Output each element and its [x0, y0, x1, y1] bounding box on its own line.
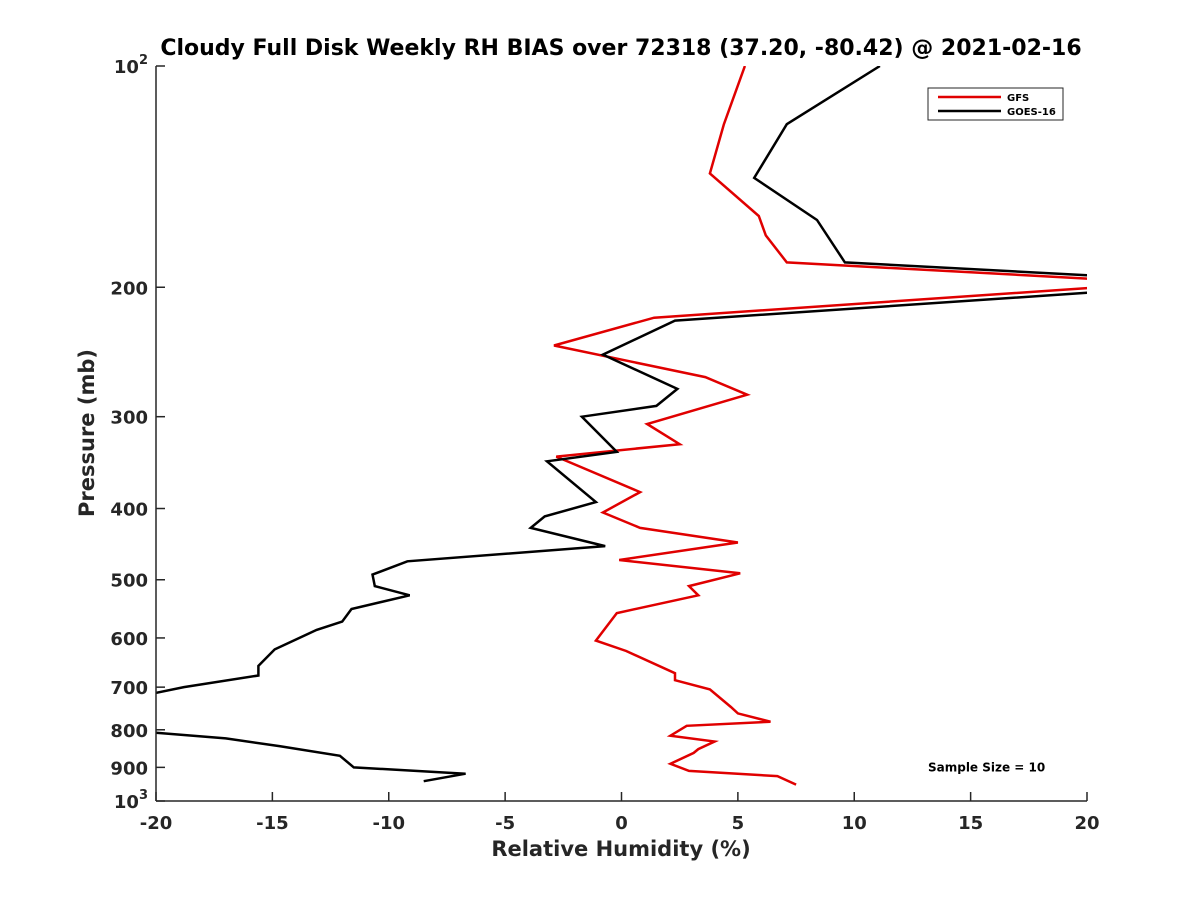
legend: GFS GOES-16 — [927, 87, 1064, 121]
y-tick-base: 10 — [114, 792, 139, 813]
y-tick-label: 600 — [110, 629, 148, 650]
x-tick-label: -5 — [495, 813, 515, 834]
x-tick-label: 10 — [842, 813, 867, 834]
x-tick-label: 20 — [1074, 813, 1099, 834]
y-tick-exponent: 3 — [139, 788, 148, 803]
y-tick-exponent: 2 — [139, 53, 148, 68]
series-line-gfs — [553, 66, 1087, 786]
x-ticks: -20 -15 -10 -5 0 5 10 15 20 — [140, 792, 1100, 834]
x-tick-label: -20 — [140, 813, 173, 834]
y-axis-label: Pressure (mb) — [75, 349, 99, 517]
y-tick-label: 800 — [110, 721, 148, 742]
legend-label-gfs: GFS — [1007, 93, 1029, 104]
y-tick-label: 500 — [110, 571, 148, 592]
chart-title: Cloudy Full Disk Weekly RH BIAS over 723… — [160, 36, 1081, 61]
y-tick-label: 900 — [110, 758, 148, 779]
legend-label-goes16: GOES-16 — [1007, 107, 1056, 118]
y-tick-base: 10 — [114, 57, 139, 78]
y-tick-label: 102 — [114, 53, 148, 78]
sample-size-annotation: Sample Size = 10 — [928, 760, 1045, 774]
y-tick-label: 200 — [110, 278, 148, 299]
legend-box — [927, 87, 1064, 121]
series-line-goes16 — [156, 66, 1087, 783]
y-tick-label: 103 — [114, 788, 148, 813]
x-tick-label: 0 — [615, 813, 628, 834]
x-tick-label: -15 — [256, 813, 289, 834]
x-tick-label: 15 — [958, 813, 983, 834]
x-tick-label: -10 — [372, 813, 405, 834]
x-axis-label: Relative Humidity (%) — [491, 837, 750, 861]
y-tick-label: 300 — [110, 408, 148, 429]
series-layer — [156, 66, 1087, 786]
y-tick-label: 400 — [110, 500, 148, 521]
y-tick-label: 700 — [110, 678, 148, 699]
x-tick-label: 5 — [732, 813, 745, 834]
